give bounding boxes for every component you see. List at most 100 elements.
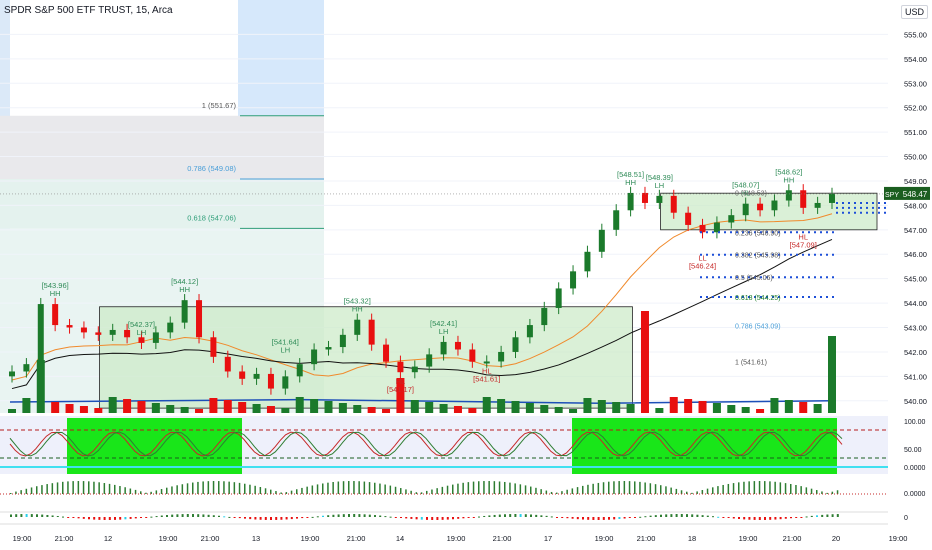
currency-button[interactable]: USD bbox=[901, 5, 929, 19]
candle-body bbox=[138, 337, 145, 343]
histogram-bar bbox=[436, 488, 438, 494]
histogram-bar bbox=[649, 483, 652, 494]
chart-title: SPDR S&P 500 ETF TRUST, 15, Arca bbox=[4, 5, 173, 16]
histogram-bar bbox=[753, 481, 756, 494]
panel3-bar bbox=[192, 514, 194, 517]
histogram-bar bbox=[524, 485, 527, 494]
candle-body bbox=[397, 361, 404, 373]
histogram-bar bbox=[238, 482, 241, 494]
histogram-bar bbox=[186, 483, 189, 494]
panel3-bar bbox=[680, 514, 683, 517]
panel3-bar bbox=[743, 517, 746, 520]
histogram-bar bbox=[618, 481, 620, 494]
volume-bar bbox=[813, 404, 822, 413]
swing-tag-label: HH bbox=[783, 175, 794, 184]
swing-price-label: [546.24] bbox=[689, 261, 716, 270]
panel3-bar bbox=[623, 517, 626, 519]
histogram-bar bbox=[483, 481, 485, 494]
swing-tag-label: HH bbox=[625, 178, 636, 187]
histogram-bar bbox=[545, 490, 548, 494]
volume-bar bbox=[79, 406, 88, 413]
histogram-bar bbox=[743, 481, 745, 494]
histogram-bar bbox=[254, 485, 256, 494]
candle-body bbox=[656, 195, 663, 203]
candle-body bbox=[555, 288, 562, 308]
panel3-bar bbox=[405, 517, 408, 519]
volume-bar bbox=[727, 405, 736, 413]
swing-price-label: [548.62] bbox=[775, 167, 802, 176]
volume-bar bbox=[22, 398, 31, 413]
histogram-bar bbox=[550, 491, 553, 494]
histogram-bar bbox=[821, 491, 823, 494]
candle-body bbox=[512, 337, 519, 352]
histogram-bar bbox=[571, 488, 574, 494]
histogram-bar bbox=[82, 481, 85, 494]
time-axis-label: 21:00 bbox=[637, 534, 656, 543]
price-axis-label: 549.00 bbox=[904, 177, 927, 186]
candle-body bbox=[670, 195, 677, 213]
candle-body bbox=[728, 215, 735, 223]
histogram-bar bbox=[15, 491, 17, 494]
panel3-bar bbox=[342, 514, 345, 517]
histogram-bar bbox=[675, 488, 678, 494]
panel3-bar bbox=[332, 514, 335, 517]
histogram-bar bbox=[368, 482, 371, 494]
histogram-bar bbox=[654, 484, 657, 494]
candle-body bbox=[368, 319, 375, 345]
panel3-bar bbox=[452, 517, 454, 520]
price-axis-label: 548.00 bbox=[904, 201, 927, 210]
panel3-bar bbox=[98, 517, 101, 520]
candle-body bbox=[23, 364, 30, 372]
time-axis-label: 21:00 bbox=[347, 534, 366, 543]
histogram-bar bbox=[77, 481, 80, 494]
panel3-bar bbox=[436, 517, 439, 520]
panel3-bar bbox=[186, 514, 189, 517]
time-axis-label: 19:00 bbox=[159, 534, 178, 543]
panel3-bar bbox=[509, 514, 512, 517]
candle-body bbox=[267, 373, 274, 389]
histogram-bar bbox=[597, 482, 600, 494]
fib-level-label: 0.236 (546.90) bbox=[735, 230, 781, 237]
panel3-bar bbox=[696, 514, 699, 517]
panel3-bar bbox=[639, 516, 642, 518]
price-axis-label: 551.00 bbox=[904, 128, 927, 137]
histogram-bar bbox=[790, 483, 792, 494]
histogram-bar bbox=[462, 482, 464, 494]
panel3-bar bbox=[337, 514, 340, 517]
fib-level-label: 1 (541.61) bbox=[735, 359, 767, 366]
panel3-bar bbox=[358, 514, 361, 517]
panel3-bar bbox=[836, 514, 839, 517]
histogram-bar bbox=[270, 489, 272, 494]
panel3-bar bbox=[290, 517, 293, 520]
histogram-bar bbox=[363, 481, 366, 494]
histogram-bar bbox=[342, 481, 345, 494]
panel3-bar bbox=[561, 517, 564, 518]
histogram-bar bbox=[129, 488, 132, 494]
histogram-bar bbox=[36, 486, 38, 494]
candle-body bbox=[224, 356, 231, 372]
candle-body bbox=[109, 329, 116, 335]
histogram-bar bbox=[337, 481, 340, 494]
panel3-bar bbox=[545, 515, 548, 517]
price-axis-label: 545.00 bbox=[904, 275, 927, 284]
histogram-bar bbox=[582, 485, 584, 494]
histogram-bar bbox=[816, 490, 818, 494]
candle-body bbox=[124, 329, 131, 338]
time-axis-label: 13 bbox=[252, 534, 260, 543]
candle-body bbox=[152, 332, 159, 343]
panel3-bar bbox=[348, 514, 350, 517]
histogram-bar bbox=[358, 481, 360, 494]
fib-level-label: 0.786 (549.08) bbox=[187, 164, 236, 173]
panel3-bar bbox=[831, 514, 834, 517]
histogram-bar bbox=[306, 486, 308, 494]
price-axis-label: 555.00 bbox=[904, 30, 927, 39]
panel3-bar bbox=[394, 517, 397, 518]
histogram-bar bbox=[207, 481, 210, 494]
time-axis-label: 19:00 bbox=[595, 534, 614, 543]
panel3-bar bbox=[514, 514, 517, 517]
price-axis-label: 543.00 bbox=[904, 324, 927, 333]
histogram-bar bbox=[613, 481, 615, 494]
panel3-bar bbox=[145, 517, 148, 518]
histogram-bar bbox=[561, 491, 563, 494]
